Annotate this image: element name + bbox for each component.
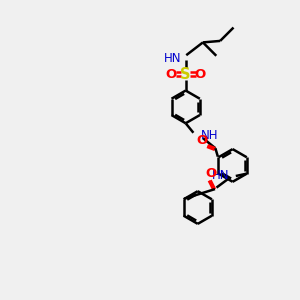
Text: HN: HN <box>212 169 229 182</box>
Text: O: O <box>205 167 216 179</box>
Text: O: O <box>194 68 206 81</box>
Text: HN: HN <box>164 52 181 65</box>
Text: NH: NH <box>200 129 218 142</box>
Text: O: O <box>196 134 207 147</box>
Text: O: O <box>166 68 177 81</box>
Text: S: S <box>180 67 191 82</box>
